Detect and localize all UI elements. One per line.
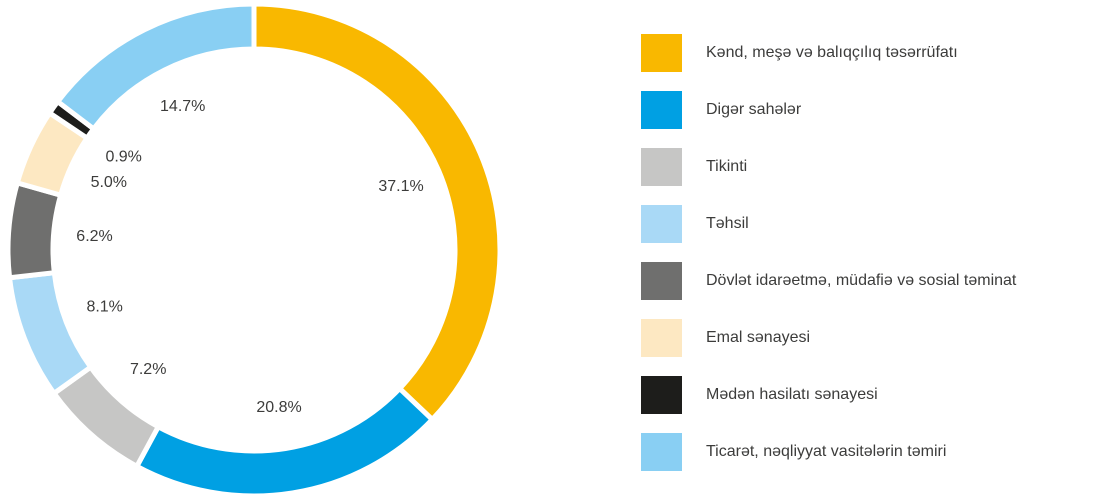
donut-segment — [6, 269, 95, 397]
legend-label: Emal sənayesi — [706, 329, 810, 346]
legend-label: Ticarət, nəqliyyat vasitələrin təmiri — [706, 443, 946, 460]
legend-label: Kənd, meşə və balıqçılıq təsərrüfatı — [706, 44, 958, 61]
legend-label: Digər sahələr — [706, 101, 802, 118]
data-label: 5.0% — [91, 174, 127, 191]
legend-swatch — [641, 319, 682, 357]
data-label: 37.1% — [378, 178, 423, 195]
legend-label: Tikinti — [706, 158, 747, 175]
legend-swatch — [641, 262, 682, 300]
data-label: 8.1% — [86, 299, 122, 316]
legend-label: Mədən hasilatı sənayesi — [706, 386, 878, 403]
legend-swatch — [641, 376, 682, 414]
donut-segment — [251, 1, 503, 424]
data-label: 7.2% — [130, 361, 166, 378]
legend-label: Dövlət idarəetmə, müdafiə və sosial təmi… — [706, 272, 1017, 289]
data-label: 0.9% — [105, 148, 141, 165]
donut-segment — [5, 179, 64, 281]
legend-swatch — [641, 34, 682, 72]
legend-swatch — [641, 205, 682, 243]
data-label: 6.2% — [76, 228, 112, 245]
legend-swatch — [641, 148, 682, 186]
data-label: 14.7% — [160, 98, 205, 115]
data-label: 20.8% — [256, 399, 301, 416]
donut-segment — [54, 1, 257, 133]
legend-label: Təhsil — [706, 215, 749, 232]
legend-swatch — [641, 91, 682, 129]
legend-swatch — [641, 433, 682, 471]
